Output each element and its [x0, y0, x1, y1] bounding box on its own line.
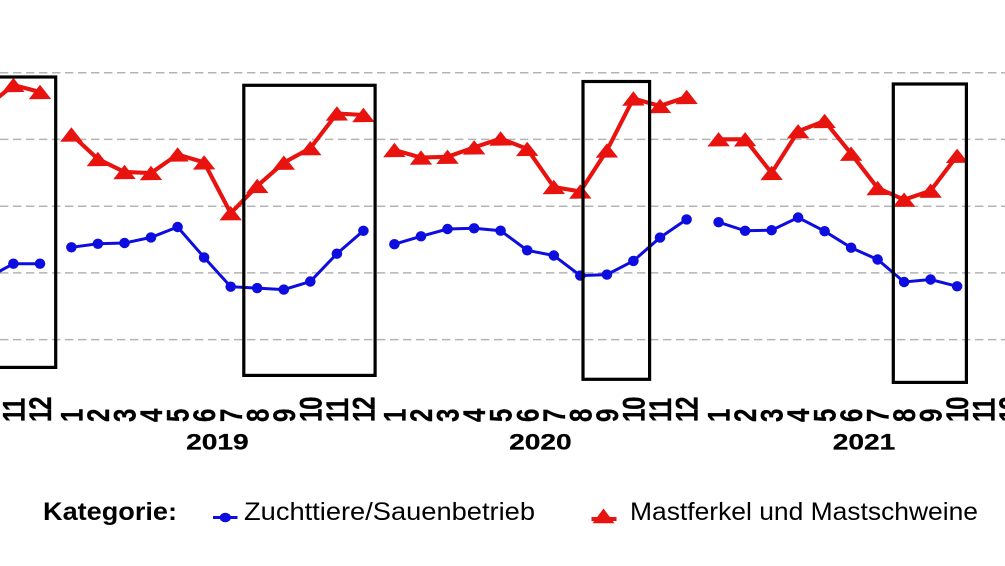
- svg-text:6: 6: [509, 409, 545, 422]
- svg-text:11: 11: [965, 398, 1001, 422]
- svg-text:1: 1: [53, 409, 89, 422]
- svg-text:Kategorie:: Kategorie:: [43, 498, 177, 526]
- svg-text:4: 4: [456, 408, 492, 422]
- svg-text:12: 12: [22, 397, 58, 422]
- svg-text:7: 7: [212, 409, 248, 422]
- svg-text:Zuchttiere/Sauenbetrieb: Zuchttiere/Sauenbetrieb: [244, 498, 535, 526]
- svg-text:1: 1: [700, 409, 736, 422]
- svg-text:12: 12: [668, 397, 704, 422]
- svg-text:10: 10: [939, 397, 975, 422]
- svg-text:12: 12: [992, 397, 1005, 422]
- svg-text:8: 8: [239, 409, 275, 422]
- svg-text:2: 2: [80, 409, 116, 422]
- svg-text:6: 6: [833, 409, 869, 422]
- svg-text:10: 10: [292, 397, 328, 422]
- svg-text:3: 3: [429, 409, 465, 422]
- svg-text:2: 2: [403, 409, 439, 422]
- svg-text:5: 5: [159, 409, 195, 422]
- svg-text:Mastferkel und Mastschweine: Mastferkel und Mastschweine: [630, 498, 978, 526]
- svg-text:11: 11: [319, 398, 355, 422]
- svg-text:11: 11: [0, 398, 31, 422]
- svg-text:7: 7: [536, 409, 572, 422]
- svg-text:9: 9: [266, 409, 302, 422]
- svg-text:10: 10: [615, 397, 651, 422]
- svg-text:6: 6: [186, 409, 222, 422]
- svg-text:5: 5: [806, 409, 842, 422]
- svg-text:9: 9: [912, 409, 948, 422]
- svg-text:11: 11: [642, 398, 678, 422]
- svg-text:8: 8: [562, 409, 598, 422]
- svg-text:2019: 2019: [186, 430, 249, 454]
- svg-text:9: 9: [589, 409, 625, 422]
- svg-text:3: 3: [106, 409, 142, 422]
- svg-text:12: 12: [345, 397, 381, 422]
- svg-text:4: 4: [780, 408, 816, 422]
- svg-text:5: 5: [482, 409, 518, 422]
- svg-text:7: 7: [859, 409, 895, 422]
- svg-text:3: 3: [753, 409, 789, 422]
- svg-text:4: 4: [133, 408, 169, 422]
- svg-text:1: 1: [376, 409, 412, 422]
- svg-text:2: 2: [727, 409, 763, 422]
- svg-text:2021: 2021: [833, 430, 896, 454]
- svg-text:8: 8: [886, 409, 922, 422]
- svg-text:2020: 2020: [509, 430, 572, 454]
